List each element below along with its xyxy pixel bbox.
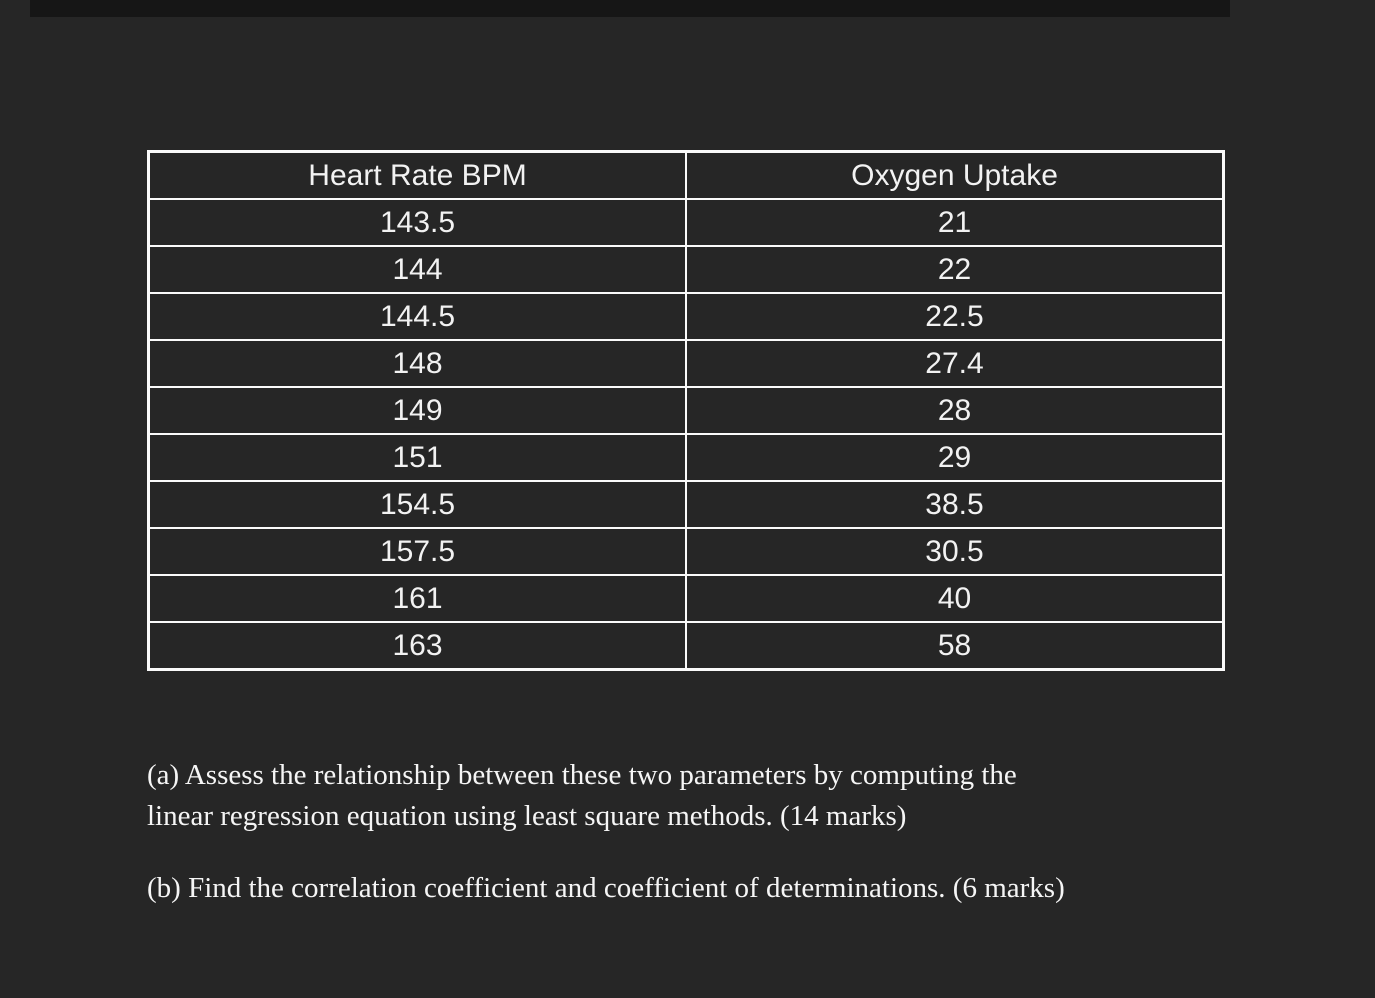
- top-bar: [30, 0, 1230, 17]
- cell-heart-rate: 143.5: [147, 198, 687, 247]
- table-row: 154.5 38.5: [147, 480, 1225, 529]
- cell-oxygen-uptake: 29: [685, 433, 1225, 482]
- cell-oxygen-uptake: 38.5: [685, 480, 1225, 529]
- table-row: 149 28: [147, 386, 1225, 435]
- table-row: 144.5 22.5: [147, 292, 1225, 341]
- questions-block: (a) Assess the relationship between thes…: [147, 755, 1287, 909]
- question-a-line-1: (a) Assess the relationship between thes…: [147, 759, 1017, 791]
- cell-heart-rate: 149: [147, 386, 687, 435]
- cell-heart-rate: 151: [147, 433, 687, 482]
- table-row: 161 40: [147, 574, 1225, 623]
- table-row: 148 27.4: [147, 339, 1225, 388]
- table-row: 144 22: [147, 245, 1225, 294]
- table-header-oxygen-uptake: Oxygen Uptake: [685, 150, 1225, 200]
- cell-heart-rate: 144.5: [147, 292, 687, 341]
- question-b: (b) Find the correlation coefficient and…: [147, 872, 1065, 904]
- cell-oxygen-uptake: 58: [685, 621, 1225, 671]
- cell-oxygen-uptake: 28: [685, 386, 1225, 435]
- table-row: 157.5 30.5: [147, 527, 1225, 576]
- table-row: 143.5 21: [147, 198, 1225, 247]
- cell-heart-rate: 161: [147, 574, 687, 623]
- question-a: (a) Assess the relationship between thes…: [147, 755, 1287, 837]
- table-header-heart-rate: Heart Rate BPM: [147, 150, 687, 200]
- cell-heart-rate: 144: [147, 245, 687, 294]
- cell-oxygen-uptake: 30.5: [685, 527, 1225, 576]
- table-row: 151 29: [147, 433, 1225, 482]
- cell-heart-rate: 157.5: [147, 527, 687, 576]
- table-row: 163 58: [147, 621, 1225, 671]
- cell-heart-rate: 148: [147, 339, 687, 388]
- cell-heart-rate: 163: [147, 621, 687, 671]
- cell-heart-rate: 154.5: [147, 480, 687, 529]
- cell-oxygen-uptake: 22.5: [685, 292, 1225, 341]
- cell-oxygen-uptake: 21: [685, 198, 1225, 247]
- cell-oxygen-uptake: 27.4: [685, 339, 1225, 388]
- data-table: Heart Rate BPM Oxygen Uptake 143.5 21 14…: [147, 150, 1225, 671]
- question-a-line-2: linear regression equation using least s…: [147, 800, 907, 832]
- cell-oxygen-uptake: 22: [685, 245, 1225, 294]
- table-header-row: Heart Rate BPM Oxygen Uptake: [147, 150, 1225, 200]
- cell-oxygen-uptake: 40: [685, 574, 1225, 623]
